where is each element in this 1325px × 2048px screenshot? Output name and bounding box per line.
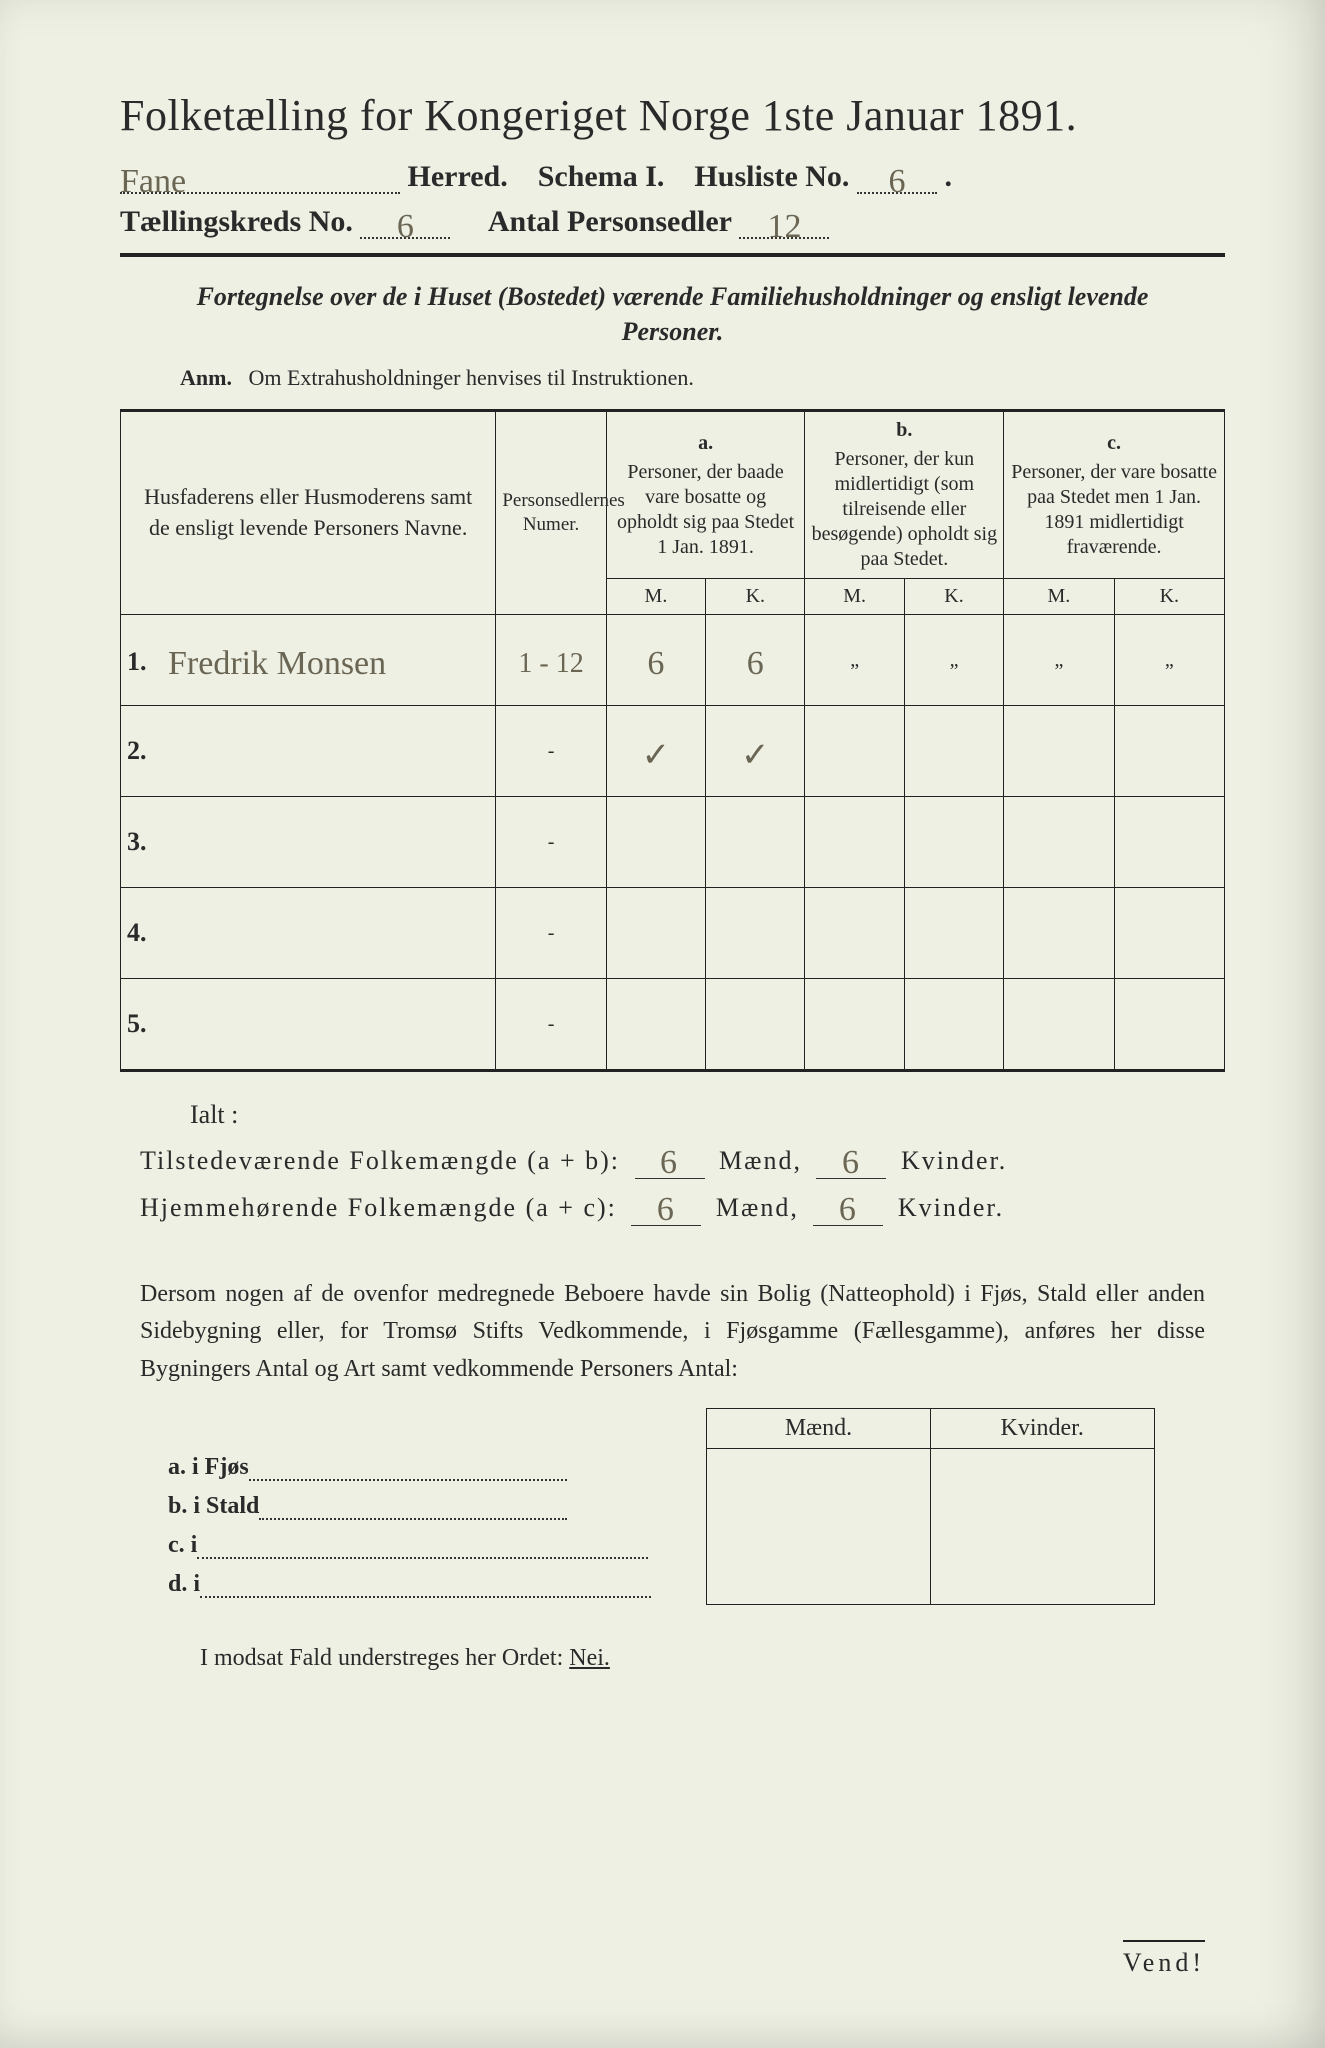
antal-label: Antal Personsedler bbox=[488, 205, 732, 238]
antal-field: 12 bbox=[739, 204, 829, 239]
ialt-label: Ialt : bbox=[190, 1100, 1225, 1130]
husliste-label: Husliste No. bbox=[694, 160, 849, 193]
herred-label: Herred. bbox=[408, 160, 508, 193]
husliste-value: 6 bbox=[888, 163, 905, 200]
mk-row-a: a. i Fjøs bbox=[160, 1448, 707, 1487]
anm-line: Anm. Om Extrahusholdninger henvises til … bbox=[180, 365, 1225, 391]
col-names: Husfaderens eller Husmoderens samt de en… bbox=[121, 411, 496, 615]
mk-row-b: b. i Stald bbox=[160, 1487, 707, 1526]
col-b-m: M. bbox=[805, 579, 904, 615]
page-title: Folketælling for Kongeriget Norge 1ste J… bbox=[120, 90, 1225, 141]
col-a: a. Personer, der baade vare bosatte og o… bbox=[606, 411, 805, 579]
col-a-k: K. bbox=[706, 579, 805, 615]
col-b-k: K. bbox=[904, 579, 1003, 615]
col-numer: Personsedlernes Numer. bbox=[496, 411, 606, 615]
husliste-field: 6 bbox=[857, 159, 937, 194]
mk-maend: Mænd. bbox=[707, 1408, 931, 1448]
col-a-m: M. bbox=[606, 579, 705, 615]
main-table: Husfaderens eller Husmoderens samt de en… bbox=[120, 409, 1225, 1072]
explanatory-paragraph: Dersom nogen af de ovenfor medregnede Be… bbox=[140, 1276, 1205, 1388]
schema-label: Schema I. bbox=[538, 160, 665, 193]
col-b: b. Personer, der kun midlertidigt (som t… bbox=[805, 411, 1004, 579]
sum-line-1: Tilstedeværende Folkemængde (a + b): 6 M… bbox=[140, 1140, 1225, 1179]
table-row: 1. Fredrik Monsen 1 - 12 6 6 „ „ „ „ bbox=[121, 615, 1225, 706]
header-line-1: Fane Herred. Schema I. Husliste No. 6 . bbox=[120, 159, 1225, 194]
subtitle: Fortegnelse over de i Huset (Bostedet) v… bbox=[160, 279, 1185, 349]
modsat-line: I modsat Fald understreges her Ordet: Ne… bbox=[200, 1645, 1225, 1672]
mk-row-d: d. i bbox=[160, 1565, 707, 1604]
kreds-value: 6 bbox=[397, 208, 414, 245]
col-c: c. Personer, der vare bosatte paa Stedet… bbox=[1004, 411, 1225, 579]
herred-field: Fane bbox=[120, 159, 400, 194]
divider bbox=[120, 253, 1225, 257]
kreds-label: Tællingskreds No. bbox=[120, 205, 353, 238]
anm-label: Anm. bbox=[180, 365, 232, 390]
herred-value: Fane bbox=[120, 163, 186, 200]
census-form-page: Folketælling for Kongeriget Norge 1ste J… bbox=[0, 0, 1325, 2048]
col-c-k: K. bbox=[1114, 579, 1224, 615]
header-line-2: Tællingskreds No. 6 Antal Personsedler 1… bbox=[120, 204, 1225, 239]
mk-kvinder: Kvinder. bbox=[930, 1408, 1154, 1448]
anm-text: Om Extrahusholdninger henvises til Instr… bbox=[248, 365, 693, 390]
kreds-field: 6 bbox=[360, 204, 450, 239]
row1-name: Fredrik Monsen bbox=[168, 645, 386, 682]
nei-word: Nei. bbox=[569, 1645, 610, 1671]
antal-value: 12 bbox=[767, 208, 801, 245]
table-row: 5. - bbox=[121, 979, 1225, 1071]
vend-label: Vend! bbox=[1123, 1940, 1205, 1978]
table-row: 2. - ✓ ✓ bbox=[121, 706, 1225, 797]
mk-row-c: c. i bbox=[160, 1526, 707, 1565]
table-row: 4. - bbox=[121, 888, 1225, 979]
mk-table: Mænd. Kvinder. a. i Fjøs b. i Stald c. i bbox=[160, 1408, 1155, 1605]
col-c-m: M. bbox=[1004, 579, 1114, 615]
sum-line-2: Hjemmehørende Folkemængde (a + c): 6 Mæn… bbox=[140, 1187, 1225, 1226]
table-row: 3. - bbox=[121, 797, 1225, 888]
